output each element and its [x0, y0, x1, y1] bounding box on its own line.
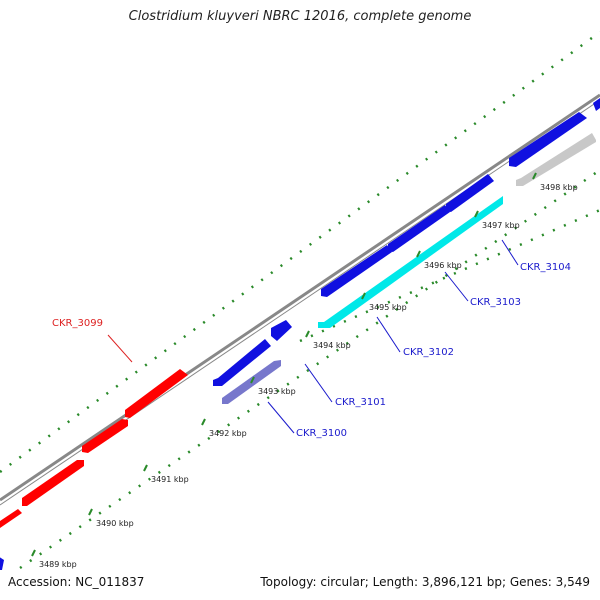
scale-tick-label: 3497 kbp — [482, 221, 520, 230]
gene-feature[interactable] — [271, 320, 292, 341]
genome-stats: Topology: circular; Length: 3,896,121 bp… — [260, 575, 590, 589]
scale-tick-label: 3490 kbp — [96, 519, 134, 528]
scale-tick-mark — [88, 508, 93, 516]
scale-tick-mark — [305, 330, 310, 338]
gene-label[interactable]: CKR_3099 — [52, 318, 103, 329]
scale-tick-label: 3498 kbp — [540, 183, 578, 192]
scale-tick-label: 3492 kbp — [209, 429, 247, 438]
gene-feature[interactable] — [321, 245, 392, 297]
page-title: Clostridium kluyveri NBRC 12016, complet… — [128, 9, 472, 24]
gene-feature[interactable] — [0, 509, 22, 528]
gene-label[interactable]: CKR_3102 — [403, 347, 454, 358]
gene-feature[interactable] — [213, 339, 271, 386]
gc-dot-track — [0, 30, 600, 474]
gene-label[interactable]: CKR_3104 — [520, 262, 571, 273]
gene-feature[interactable] — [388, 205, 450, 252]
scale-tick-label: 3493 kbp — [258, 387, 296, 396]
gene-label-leader — [267, 401, 295, 434]
scale-tick-mark — [361, 292, 366, 300]
gene-label[interactable]: CKR_3101 — [335, 397, 386, 408]
gene-label[interactable]: CKR_3100 — [296, 428, 347, 439]
gene-feature[interactable] — [125, 369, 188, 418]
gene-feature[interactable] — [0, 556, 4, 570]
reverse-strand-genes — [0, 98, 600, 570]
gene-label-leader — [107, 334, 133, 363]
gene-label-leader — [304, 363, 333, 403]
scale-tick-label: 3495 kbp — [369, 303, 407, 312]
accession-label: Accession: NC_011837 — [8, 575, 145, 589]
gene-feature[interactable] — [82, 419, 128, 453]
scale-tick-label: 3496 kbp — [424, 261, 462, 270]
gene-feature[interactable] — [516, 133, 596, 186]
scale-tick-label: 3491 kbp — [151, 475, 189, 484]
gene-feature[interactable] — [446, 174, 494, 212]
scale-tick-label: 3489 kbp — [39, 560, 77, 569]
gene-feature[interactable] — [22, 460, 84, 506]
gc-content-tracks — [0, 30, 600, 570]
scale-ticks: 3489 kbp 3490 kbp 3491 kbp 3492 kbp 3493 kbp… — [31, 172, 578, 569]
scale-tick-mark — [201, 418, 206, 426]
scale-tick-mark — [31, 549, 36, 557]
scale-tick-mark — [532, 172, 537, 180]
scale-tick-mark — [416, 250, 421, 258]
gene-feature[interactable] — [509, 112, 587, 167]
forward-strand-genes — [0, 369, 188, 528]
scale-tick-mark — [143, 464, 148, 472]
gene-label-leader — [376, 316, 401, 353]
gene-label-leader — [444, 271, 469, 302]
gene-label[interactable]: CKR_3103 — [470, 297, 521, 308]
scale-tick-mark — [250, 376, 255, 384]
gene-labels: CKR_3099 CKR_3100 CKR_3101 CKR_3102 CKR_3103… — [52, 239, 571, 439]
gene-label-leader — [501, 239, 519, 266]
gene-feature[interactable] — [593, 98, 600, 111]
scale-tick-label: 3494 kbp — [313, 341, 351, 350]
scale-tick-mark — [474, 210, 479, 218]
